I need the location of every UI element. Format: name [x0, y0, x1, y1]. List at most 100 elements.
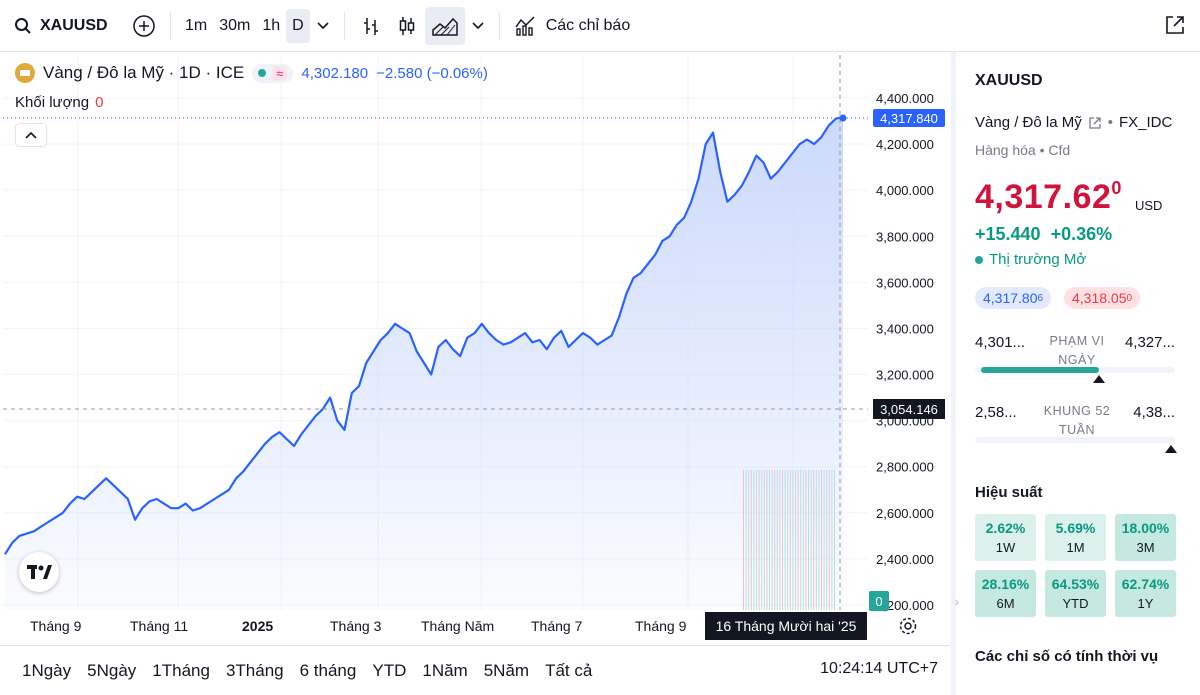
- range-1m-button[interactable]: 1Tháng: [152, 660, 210, 680]
- chart-area[interactable]: 4,400.000 4,200.000 4,000.000 3,800.000 3,60…: [3, 55, 949, 640]
- bars-icon: [363, 17, 378, 35]
- symbol-label: XAUUSD: [40, 16, 108, 34]
- range-5y-button[interactable]: 5Năm: [483, 660, 530, 680]
- price-axis-tick: 2,800.000: [876, 460, 934, 475]
- interval-dropdown[interactable]: [310, 7, 336, 45]
- time-label-year: 2025: [242, 618, 274, 634]
- range-3m-button[interactable]: 3Tháng: [225, 660, 284, 680]
- volume-badge: 0: [869, 591, 889, 611]
- panel-symbol[interactable]: XAUUSD: [975, 72, 1043, 89]
- range-1d-button[interactable]: 1Ngày: [22, 660, 72, 680]
- panel-name[interactable]: Vàng / Đô la Mỹ: [975, 114, 1082, 131]
- compare-add-button[interactable]: [126, 7, 162, 45]
- panel-price: 4,317.620: [975, 178, 1122, 217]
- perf-value: 62.74%: [1121, 576, 1170, 592]
- performance-grid: 2.62% 1W 5.69% 1M 18.00% 3M 28.16% 6M 64.53%…: [975, 514, 1176, 617]
- time-label: Tháng 7: [531, 618, 583, 634]
- perf-ytd[interactable]: 64.53% YTD: [1045, 570, 1106, 617]
- volume-legend: Khối lượng 0: [15, 94, 103, 111]
- price-axis-tick: 3,600.000: [876, 275, 934, 290]
- time-label: Tháng 11: [130, 618, 189, 634]
- price-axis-tick: 2,200.000: [876, 598, 934, 613]
- range-5d-button[interactable]: 5Ngày: [87, 660, 137, 680]
- price-axis-tick: 2,600.000: [876, 506, 934, 521]
- collapse-legend-button[interactable]: [15, 123, 47, 147]
- crosshair-price-badge: 3,054.146: [873, 399, 945, 419]
- range-1y-button[interactable]: 1Năm: [422, 660, 468, 680]
- chevron-up-icon: [25, 131, 37, 139]
- market-status-pill[interactable]: ≈: [252, 63, 294, 83]
- external-link-icon: [1166, 16, 1184, 34]
- panel-divider[interactable]: [951, 52, 956, 695]
- price-chart[interactable]: 4,400.000 4,200.000 4,000.000 3,800.000 3,60…: [3, 55, 949, 640]
- performance-title: Hiệu suất: [975, 484, 1043, 501]
- panel-category: Hàng hóa • Cfd: [975, 142, 1071, 158]
- interval-30m-button[interactable]: 30m: [219, 16, 251, 34]
- panel-resize-handle[interactable]: ›: [955, 595, 959, 609]
- ask-pill: 4,318.05 0: [1064, 287, 1141, 309]
- day-range-high: 4,327...: [1124, 334, 1175, 351]
- bid-pill: 4,317.80 6: [975, 287, 1052, 309]
- perf-1w[interactable]: 2.62% 1W: [975, 514, 1036, 561]
- range-bar: 1Ngày 5Ngày 1Tháng 3Tháng 6 tháng YTD 1N…: [0, 645, 950, 695]
- symbol-search[interactable]: XAUUSD: [14, 17, 126, 35]
- interval-1h-button[interactable]: 1h: [262, 16, 281, 34]
- week52-high: 4,38...: [1133, 404, 1175, 421]
- week52-low: 2,58...: [975, 404, 1017, 421]
- toolbar-divider: [343, 11, 345, 40]
- area-chart-type-button[interactable]: [424, 6, 465, 45]
- tradingview-logo[interactable]: [19, 552, 59, 592]
- price-axis-tick: 3,800.000: [876, 229, 934, 244]
- indicators-button[interactable]: Các chỉ báo: [508, 9, 637, 43]
- time-axis[interactable]: Tháng 9 Tháng 11 2025 Tháng 3 Tháng Năm …: [3, 610, 949, 640]
- candle-chart-type-button[interactable]: [389, 7, 425, 45]
- price-axis-tick: 3,400.000: [876, 321, 934, 336]
- chevron-down-icon: [317, 21, 329, 29]
- perf-3m[interactable]: 18.00% 3M: [1115, 514, 1176, 561]
- price-axis-tick: 2,400.000: [876, 552, 934, 567]
- seasonal-title: Các chỉ số có tính thời vụ: [975, 648, 1159, 665]
- bar-chart-type-button[interactable]: [353, 7, 389, 45]
- range-all-button[interactable]: Tất cả: [545, 660, 593, 680]
- external-link-icon[interactable]: [1088, 116, 1102, 130]
- interval-1m-button[interactable]: 1m: [185, 16, 208, 34]
- crosshair-date-badge: 16 Tháng Mười hai '25: [705, 612, 867, 640]
- legend-price: 4,302.180: [301, 64, 369, 82]
- perf-6m[interactable]: 28.16% 6M: [975, 570, 1036, 617]
- toolbar-divider: [498, 11, 500, 40]
- range-ytd-button[interactable]: YTD: [372, 660, 407, 680]
- bid-sup: 6: [1037, 292, 1044, 304]
- day-range-low: 4,301...: [975, 334, 1026, 351]
- perf-label: 3M: [1136, 540, 1155, 555]
- perf-1y[interactable]: 62.74% 1Y: [1115, 570, 1176, 617]
- interval-d-button[interactable]: D: [286, 8, 310, 43]
- panel-source: FX_IDC: [1118, 114, 1173, 131]
- perf-value: 18.00%: [1121, 520, 1170, 536]
- indicators-icon: [515, 15, 535, 36]
- clock-timezone[interactable]: 10:24:14 UTC+7: [820, 660, 938, 677]
- day-range-marker: [1093, 375, 1105, 383]
- time-label: Tháng 3: [330, 618, 382, 634]
- legend-change: −2.580 (−0.06%): [376, 64, 488, 82]
- approx-badge: ≈: [272, 65, 288, 81]
- search-icon: [15, 17, 31, 34]
- time-label: Tháng Năm: [421, 618, 495, 634]
- day-range-label: PHẠM VI NGÀY: [1049, 334, 1105, 367]
- chart-settings-button[interactable]: [898, 616, 918, 641]
- symbol-details-panel: XAUUSD Vàng / Đô la Mỹ • FX_IDC Hàng hóa…: [956, 52, 1200, 695]
- week52-label: KHUNG 52 TUẦN: [1043, 404, 1111, 437]
- open-external-button[interactable]: [1160, 10, 1190, 40]
- gold-coin-icon: [15, 63, 35, 83]
- chart-type-dropdown[interactable]: [465, 7, 491, 45]
- panel-currency: USD: [1135, 198, 1163, 213]
- bullet-separator: •: [1107, 114, 1113, 131]
- week52-range-row: 2,58... KHUNG 52 TUẦN 4,38...: [975, 402, 1175, 442]
- volume-value: 0: [95, 94, 104, 111]
- perf-1m[interactable]: 5.69% 1M: [1045, 514, 1106, 561]
- market-status-label: Thị trường Mở: [989, 251, 1087, 268]
- range-6m-button[interactable]: 6 tháng: [299, 660, 357, 680]
- gear-icon: [899, 617, 917, 635]
- week52-range-bar: [975, 437, 1177, 453]
- day-range-row: 4,301... PHẠM VI NGÀY 4,327...: [975, 332, 1175, 372]
- perf-label: 1Y: [1137, 596, 1154, 611]
